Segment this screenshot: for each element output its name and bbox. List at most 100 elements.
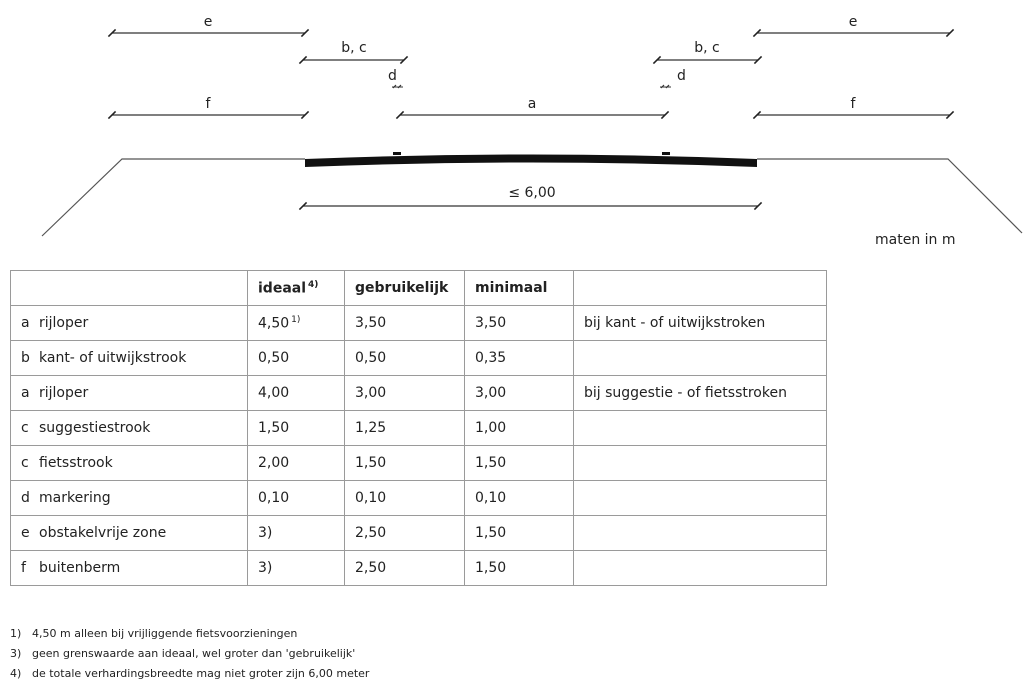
remark-text: bij suggestie - of fietsstroken <box>584 385 787 401</box>
ground-profile <box>41 158 305 237</box>
row-name: buitenberm <box>39 560 121 576</box>
cell-gebruikelijk: 2,50 <box>344 515 465 551</box>
cell-minimaal: 0,10 <box>464 480 574 516</box>
gebruikelijk-value: 1,50 <box>355 455 387 471</box>
ground-profile-right <box>757 158 1023 234</box>
cell-ideaal: 0,10 <box>247 480 345 516</box>
header-remark <box>573 270 827 306</box>
cell-component: d markering <box>10 480 248 516</box>
label-bc-right: b, c <box>694 40 719 56</box>
cell-remark: bij suggestie - of fietsstroken <box>573 375 827 411</box>
label-total-width: ≤ 6,00 <box>508 185 555 201</box>
row-letter: b <box>21 350 30 366</box>
cell-minimaal: 1,00 <box>464 410 574 446</box>
cell-minimaal: 1,50 <box>464 515 574 551</box>
table-row: a rijloper 4,00 3,00 3,00 bij suggestie - of … <box>10 375 827 411</box>
minimaal-value: 1,00 <box>475 420 507 436</box>
dimension-table: ideaal 4) gebruikelijk minimaal a rijloper… <box>10 270 827 586</box>
ideaal-value: 3) <box>258 525 273 541</box>
cell-minimaal: 0,35 <box>464 340 574 376</box>
dimension-d-left: d <box>388 68 403 89</box>
row-letter: c <box>21 420 29 436</box>
ideaal-value: 4,50 <box>258 315 290 332</box>
minimaal-value: 0,10 <box>475 490 507 506</box>
cell-minimaal: 3,00 <box>464 375 574 411</box>
gebruikelijk-value: 0,10 <box>355 490 387 506</box>
dimension-f-left: f <box>107 96 310 120</box>
label-e-left: e <box>204 14 213 30</box>
dimension-d-right: d <box>660 68 686 89</box>
header-ideaal-note: 4) <box>308 279 319 290</box>
ideaal-note: 1) <box>291 314 301 325</box>
gebruikelijk-value: 2,50 <box>355 525 387 541</box>
row-letter: a <box>21 315 30 331</box>
table-row: e obstakelvrije zone 3) 2,50 1,50 <box>10 515 827 551</box>
row-name: rijloper <box>39 315 89 331</box>
label-d-left: d <box>388 68 397 84</box>
cell-remark <box>573 410 827 446</box>
minimaal-value: 1,50 <box>475 525 507 541</box>
road-cross-section-diagram: e e b, c b, c d d f a f <box>41 14 1023 237</box>
row-name: obstakelvrije zone <box>39 525 167 541</box>
table-row: c fietsstrook 2,00 1,50 1,50 <box>10 445 827 481</box>
row-name: kant- of uitwijkstrook <box>39 350 187 366</box>
minimaal-value: 3,50 <box>475 315 507 331</box>
cell-component: c fietsstrook <box>10 445 248 481</box>
header-ideaal: ideaal 4) <box>247 270 345 306</box>
row-letter: e <box>21 525 30 541</box>
cell-component: e obstakelvrije zone <box>10 515 248 551</box>
minimaal-value: 0,35 <box>475 350 507 366</box>
footnote: 4) de totale verhardingsbreedte mag niet … <box>10 667 370 680</box>
table-header-row: ideaal 4) gebruikelijk minimaal <box>10 270 827 306</box>
cell-gebruikelijk: 3,00 <box>344 375 465 411</box>
cell-remark <box>573 550 827 586</box>
cell-gebruikelijk: 0,50 <box>344 340 465 376</box>
row-name: markering <box>39 490 111 506</box>
minimaal-value: 3,00 <box>475 385 507 401</box>
cell-gebruikelijk: 2,50 <box>344 550 465 586</box>
cell-ideaal: 1,50 <box>247 410 345 446</box>
cell-ideaal: 3) <box>247 515 345 551</box>
ideaal-value: 2,00 <box>258 455 290 471</box>
cell-minimaal: 1,50 <box>464 550 574 586</box>
header-minimaal: minimaal <box>464 270 574 306</box>
label-e-right: e <box>849 14 858 30</box>
cell-remark <box>573 480 827 516</box>
label-d-right: d <box>677 68 686 84</box>
ideaal-value: 4,00 <box>258 385 290 401</box>
row-letter: f <box>21 560 26 576</box>
header-gebruikelijk: gebruikelijk <box>344 270 465 306</box>
cell-minimaal: 1,50 <box>464 445 574 481</box>
table-row: b kant- of uitwijkstrook 0,50 0,50 0,35 <box>10 340 827 376</box>
marking-right <box>662 152 670 155</box>
cell-gebruikelijk: 1,25 <box>344 410 465 446</box>
cell-ideaal: 4,00 <box>247 375 345 411</box>
cell-gebruikelijk: 0,10 <box>344 480 465 516</box>
cell-gebruikelijk: 1,50 <box>344 445 465 481</box>
cell-component: f buitenberm <box>10 550 248 586</box>
row-letter: c <box>21 455 29 471</box>
table-row: f buitenberm 3) 2,50 1,50 <box>10 550 827 586</box>
row-letter: d <box>21 490 30 506</box>
cell-ideaal: 3) <box>247 550 345 586</box>
ideaal-value: 1,50 <box>258 420 290 436</box>
cell-component: a rijloper <box>10 375 248 411</box>
minimaal-value: 1,50 <box>475 560 507 576</box>
row-name: rijloper <box>39 385 89 401</box>
cell-component: b kant- of uitwijkstrook <box>10 340 248 376</box>
cell-remark <box>573 515 827 551</box>
gebruikelijk-value: 3,50 <box>355 315 387 331</box>
footnotes: 1) 4,50 m alleen bij vrijliggende fietsvo… <box>10 624 369 684</box>
cell-remark: bij kant - of uitwijkstroken <box>573 305 827 341</box>
gebruikelijk-value: 1,25 <box>355 420 387 436</box>
cell-remark <box>573 340 827 376</box>
ideaal-value: 3) <box>258 560 273 576</box>
dimension-total-width: ≤ 6,00 <box>298 185 763 211</box>
cell-component: a rijloper <box>10 305 248 341</box>
row-name: suggestiestrook <box>39 420 151 436</box>
ideaal-value: 0,10 <box>258 490 290 506</box>
label-f-left: f <box>206 96 212 112</box>
dimension-bc-right: b, c <box>652 40 763 65</box>
remark-text: bij kant - of uitwijkstroken <box>584 315 766 331</box>
dimension-e-left: e <box>107 14 310 38</box>
